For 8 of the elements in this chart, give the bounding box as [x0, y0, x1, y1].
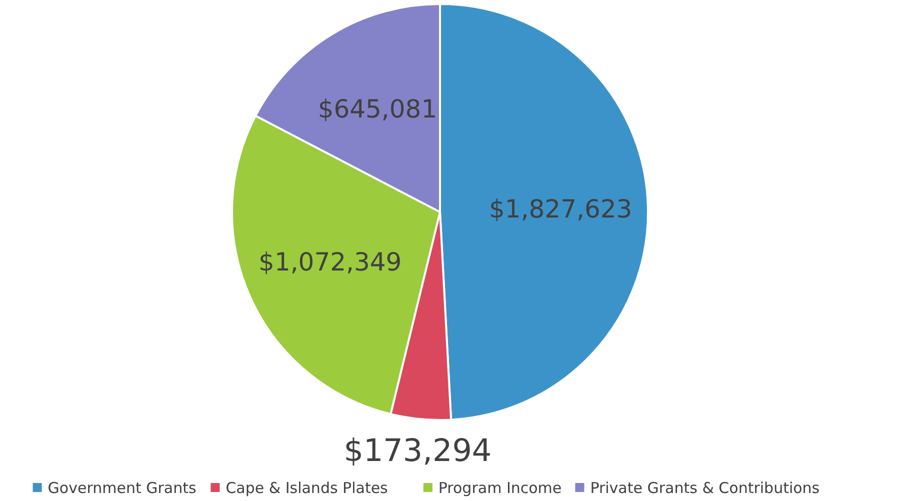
legend-label: Cape & Islands Plates [226, 479, 388, 497]
data-label: $173,294 [344, 432, 492, 469]
legend-label: Program Income [438, 479, 562, 497]
legend-label: Government Grants [48, 479, 196, 497]
data-label: $645,081 [318, 94, 438, 124]
data-label: $1,827,623 [489, 194, 632, 224]
data-label: $1,072,349 [258, 247, 402, 276]
legend-label: Private Grants & Contributions [590, 479, 820, 497]
